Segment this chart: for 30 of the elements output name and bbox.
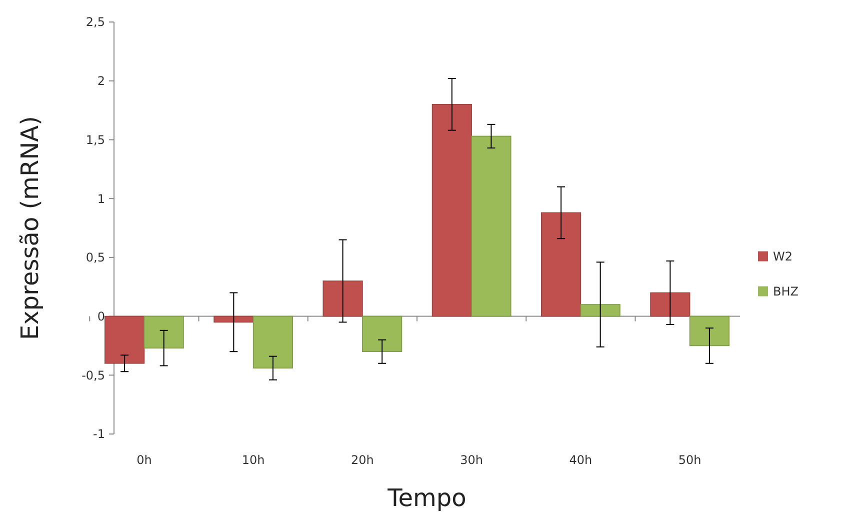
y-tick-label: -0,5 <box>82 368 105 382</box>
y-tick-label: 2 <box>97 74 105 88</box>
x-tick-label: 50h <box>678 453 702 467</box>
bar <box>471 136 512 317</box>
bar <box>650 292 690 317</box>
bar <box>689 316 730 346</box>
legend-label: W2 <box>773 249 792 264</box>
x-tick-label: 30h <box>460 453 483 467</box>
y-axis-title: Expressão (mRNA) <box>16 116 44 340</box>
x-tick-label: 40h <box>569 453 592 467</box>
y-tick-label: 1 <box>97 192 105 206</box>
x-tick-label: 20h <box>351 453 374 467</box>
bar <box>362 316 402 352</box>
y-tick-label: 0,5 <box>86 250 105 265</box>
bar <box>580 304 620 317</box>
y-tick-label: 0 <box>97 309 105 324</box>
bar <box>104 316 145 364</box>
x-tick-label: 10h <box>242 453 265 467</box>
y-tick-label: 1,5 <box>86 132 105 147</box>
bar <box>322 280 363 317</box>
bar <box>432 104 472 317</box>
legend-label: BHZ <box>773 284 798 298</box>
bar <box>252 316 293 368</box>
bar <box>541 212 582 317</box>
x-tick-label: 0h <box>136 453 152 467</box>
y-tick-label: 2,5 <box>86 15 105 30</box>
y-tick-label: -1 <box>93 427 105 442</box>
x-axis-title: Tempo <box>386 484 466 512</box>
bar <box>214 316 254 323</box>
bar <box>144 316 184 348</box>
